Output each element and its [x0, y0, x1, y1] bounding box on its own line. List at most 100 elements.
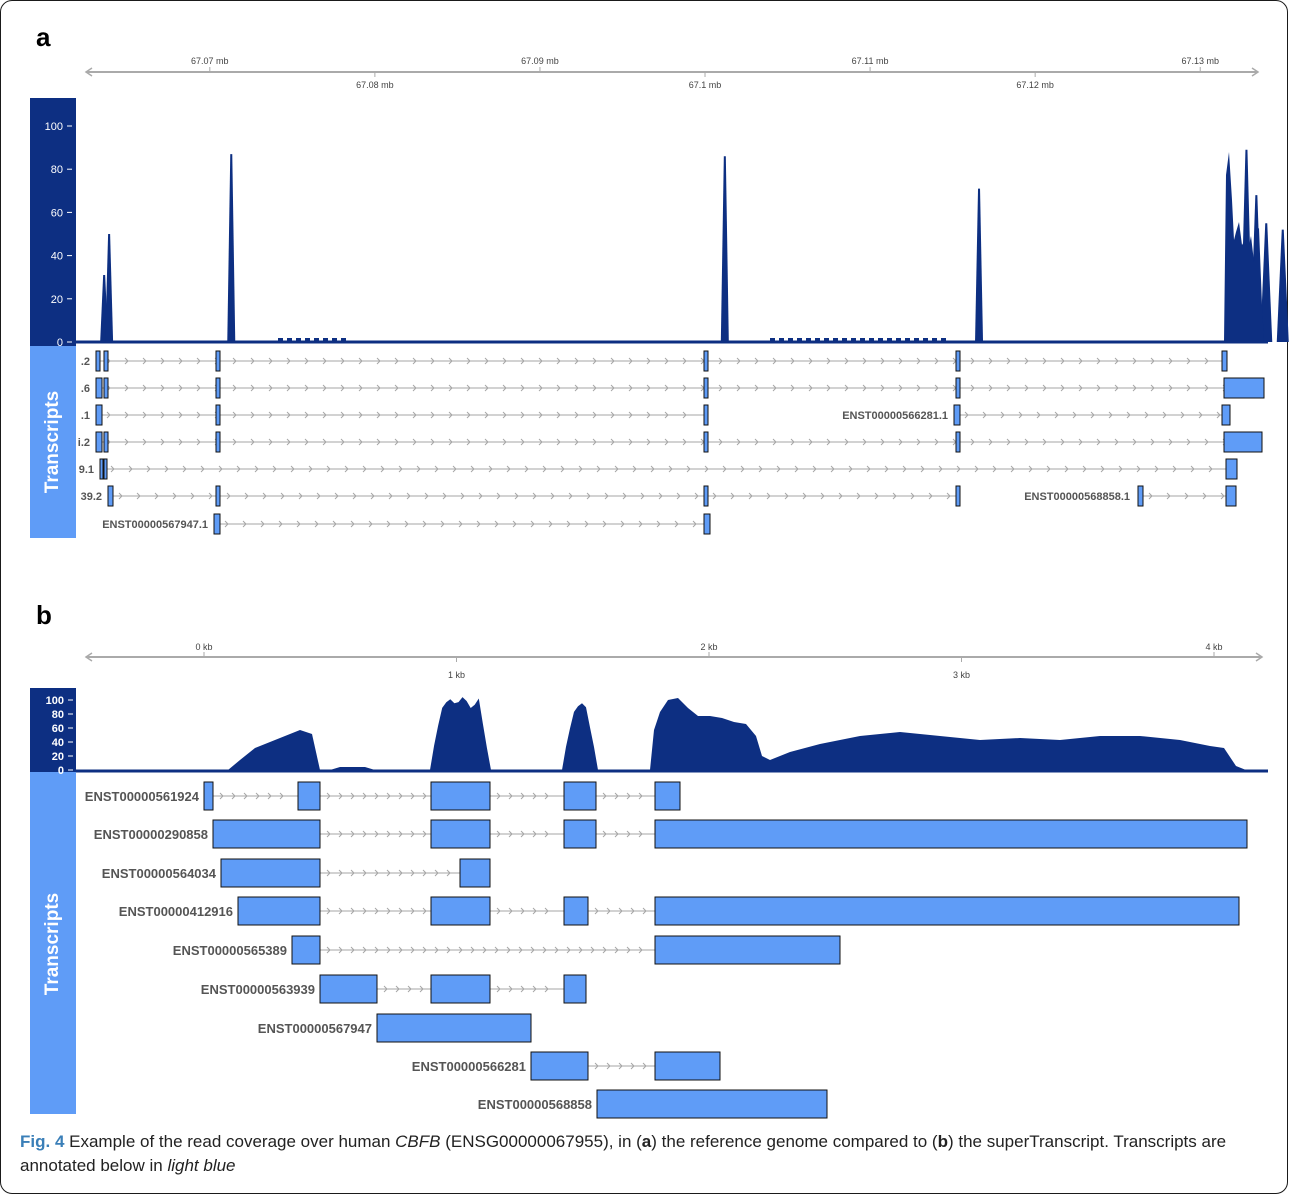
- panel-a-intron-arrow: [736, 438, 741, 446]
- panel-a-intron-arrow: [334, 492, 339, 500]
- panel-a-intron-arrow: [178, 411, 183, 419]
- panel-a-transcript-row: 9.1: [79, 458, 1238, 480]
- panel-a-exon: [1225, 485, 1237, 507]
- panel-a-label-mask: [30, 346, 76, 538]
- panel-a-intron-arrow: [592, 411, 597, 419]
- panel-a-exon: [103, 377, 109, 399]
- panel-a-intron-arrow: [142, 438, 147, 446]
- panel-b-intron-arrow: [532, 830, 537, 838]
- panel-a-ytick-label: 100: [45, 121, 63, 133]
- panel-b-intron-arrow: [350, 869, 355, 877]
- panel-a-intron-arrow: [1186, 384, 1191, 392]
- panel-a-exon: [215, 377, 221, 399]
- panel-a-transcript-row: .1: [81, 404, 709, 426]
- panel-a-intron-arrow: [1096, 357, 1101, 365]
- panel-a-intron-arrow: [1186, 357, 1191, 365]
- panel-b-intron-arrow: [626, 946, 631, 954]
- panel-b-ytick-label: 80: [52, 709, 64, 721]
- panel-a-intron-arrow: [398, 465, 403, 473]
- panel-b-transcript-row: ENST00000568858: [478, 1089, 828, 1119]
- panel-a-intron-arrow: [1054, 411, 1059, 419]
- panel-a-intron-arrow: [772, 438, 777, 446]
- panel-a-intron-arrow: [1100, 465, 1105, 473]
- panel-b-intron-arrow: [494, 946, 499, 954]
- panel-a-intron-arrow: [712, 492, 717, 500]
- panel-a-exon: [103, 431, 109, 453]
- panel-a-intron-arrow: [1190, 465, 1195, 473]
- panel-a-intron-arrow: [326, 465, 331, 473]
- panel-a-intron-arrow: [232, 411, 237, 419]
- panel-a-intron-arrow: [520, 411, 525, 419]
- panel-a-intron-arrow: [758, 465, 763, 473]
- panel-b-transcript-row: ENST00000567947: [258, 1013, 532, 1043]
- panel-a-coverage-noise: [914, 338, 919, 342]
- panel-a-intron-arrow: [1060, 438, 1065, 446]
- panel-b-exon: [430, 974, 491, 1004]
- panel-a-intron-arrow: [956, 465, 961, 473]
- panel-a-intron-arrow: [386, 520, 391, 528]
- panel-a-intron-arrow: [358, 384, 363, 392]
- panel-a-intron-arrow: [160, 384, 165, 392]
- panel-a-transcript-row: ENST00000566281.1: [842, 404, 1231, 426]
- panel-a-intron-arrow: [1006, 438, 1011, 446]
- panel-a-ruler-right-arrow: [1251, 67, 1260, 77]
- panel-b-intron-arrow: [386, 907, 391, 915]
- panel-a-coverage-noise: [296, 338, 301, 342]
- panel-b-transcript-row: ENST00000563939: [201, 974, 587, 1004]
- panel-b-intron-arrow: [594, 907, 599, 915]
- panel-a-intron-arrow: [1136, 465, 1141, 473]
- panel-a-coverage-noise: [314, 338, 319, 342]
- panel-a-intron-arrow: [704, 465, 709, 473]
- panel-a-intron-arrow: [664, 384, 669, 392]
- panel-a-intron-arrow: [362, 465, 367, 473]
- panel-a-intron-arrow: [142, 411, 147, 419]
- panel-a-intron-arrow: [1006, 384, 1011, 392]
- panel-a-intron-arrow: [344, 465, 349, 473]
- panel-a-intron-arrow: [1154, 465, 1159, 473]
- panel-a-letter: a: [36, 22, 51, 52]
- panel-a-intron-arrow: [196, 384, 201, 392]
- panel-a-intron-arrow: [1028, 465, 1033, 473]
- panel-a-intron-arrow: [430, 411, 435, 419]
- panel-a-intron-arrow: [502, 438, 507, 446]
- panel-a-intron-arrow: [848, 465, 853, 473]
- panel-a-intron-arrow: [844, 384, 849, 392]
- panel-a-intron-arrow: [628, 438, 633, 446]
- panel-a-intron-arrow: [862, 357, 867, 365]
- panel-a-intron-arrow: [776, 465, 781, 473]
- panel-b-intron-arrow: [410, 830, 415, 838]
- panel-b-intron-arrow: [508, 907, 513, 915]
- panel-b-ytick-label: 100: [46, 695, 64, 707]
- panel-a-ytick-label: 60: [51, 207, 63, 219]
- panel-a-intron-arrow: [664, 411, 669, 419]
- panel-b-intron-arrow: [618, 907, 623, 915]
- panel-a-intron-arrow: [314, 520, 319, 528]
- panel-a-intron-arrow: [560, 465, 565, 473]
- panel-a-intron-arrow: [218, 465, 223, 473]
- panel-a-transcript-row: ENST00000568858.1: [1024, 485, 1237, 507]
- panel-b-letter: b: [36, 600, 52, 630]
- panel-a-intron-arrow: [242, 520, 247, 528]
- panel-a-intron-arrow: [182, 465, 187, 473]
- panel-a-intron-arrow: [1220, 492, 1225, 500]
- panel-b-intron-arrow: [638, 946, 643, 954]
- panel-a-intron-arrow: [1204, 438, 1209, 446]
- panel-b-intron-arrow: [520, 907, 525, 915]
- panel-a-intron-arrow: [992, 465, 997, 473]
- panel-a-intron-arrow: [260, 520, 265, 528]
- panel-b-exon: [212, 819, 321, 849]
- panel-b-intron-arrow: [267, 792, 272, 800]
- panel-a-intron-arrow: [880, 384, 885, 392]
- panel-b-transcript-row: ENST00000566281: [412, 1051, 721, 1081]
- panel-b-intron-arrow: [520, 792, 525, 800]
- panel-a-intron-arrow: [304, 411, 309, 419]
- panel-b-tick-label-top: 0 kb: [195, 642, 212, 652]
- panel-a-intron-arrow: [722, 465, 727, 473]
- panel-a-intron-arrow: [718, 357, 723, 365]
- panel-a-intron-arrow: [124, 357, 129, 365]
- panel-a-intron-arrow: [556, 384, 561, 392]
- panel-a-intron-arrow: [286, 384, 291, 392]
- panel-a-intron-arrow: [1114, 357, 1119, 365]
- panel-b-intron-arrow: [506, 946, 511, 954]
- panel-a-intron-arrow: [934, 357, 939, 365]
